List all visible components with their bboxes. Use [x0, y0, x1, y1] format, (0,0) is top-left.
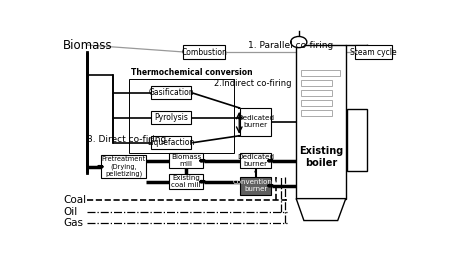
- Bar: [129, 79, 234, 153]
- Text: Biomass
mill: Biomass mill: [171, 154, 201, 167]
- Bar: [355, 45, 392, 60]
- Text: Gasification: Gasification: [148, 88, 194, 97]
- Bar: [296, 45, 346, 199]
- Bar: [240, 177, 272, 195]
- Bar: [151, 87, 191, 99]
- Bar: [151, 111, 191, 124]
- Text: Liquefaction: Liquefaction: [147, 138, 195, 147]
- Text: Existing
boiler: Existing boiler: [299, 146, 343, 168]
- Text: Thermochemical conversion: Thermochemical conversion: [131, 68, 253, 77]
- Text: Biomass: Biomass: [63, 39, 112, 52]
- Text: Combustion: Combustion: [182, 47, 228, 56]
- Bar: [240, 153, 272, 168]
- Bar: [301, 110, 332, 116]
- Text: 3. Direct co-firing: 3. Direct co-firing: [87, 135, 166, 144]
- Text: Dedicated
burner: Dedicated burner: [237, 154, 274, 167]
- Text: Coal: Coal: [63, 195, 86, 205]
- Text: Oil: Oil: [63, 207, 77, 217]
- Bar: [169, 174, 203, 189]
- Bar: [301, 90, 332, 96]
- Bar: [301, 70, 339, 76]
- Bar: [240, 108, 272, 136]
- Text: Pretreatment
(Drying,
pelletizing): Pretreatment (Drying, pelletizing): [101, 156, 146, 177]
- Bar: [301, 100, 332, 106]
- Ellipse shape: [291, 37, 307, 48]
- Bar: [169, 153, 203, 168]
- Bar: [151, 136, 191, 149]
- Bar: [183, 45, 226, 60]
- Polygon shape: [296, 199, 346, 221]
- Text: Pyrolysis: Pyrolysis: [155, 113, 188, 122]
- Text: Conventional
burner: Conventional burner: [233, 179, 279, 192]
- Text: Steam cycle: Steam cycle: [350, 47, 397, 56]
- Text: 1. Parallel co-firing: 1. Parallel co-firing: [248, 41, 334, 49]
- Text: Existing
coal mill: Existing coal mill: [171, 175, 201, 188]
- Text: 2.Indirect co-firing: 2.Indirect co-firing: [213, 80, 291, 88]
- Bar: [346, 109, 367, 171]
- Text: Gas: Gas: [63, 218, 83, 228]
- Bar: [301, 80, 332, 86]
- Bar: [101, 155, 146, 178]
- Text: Dedicated
burner: Dedicated burner: [237, 115, 274, 128]
